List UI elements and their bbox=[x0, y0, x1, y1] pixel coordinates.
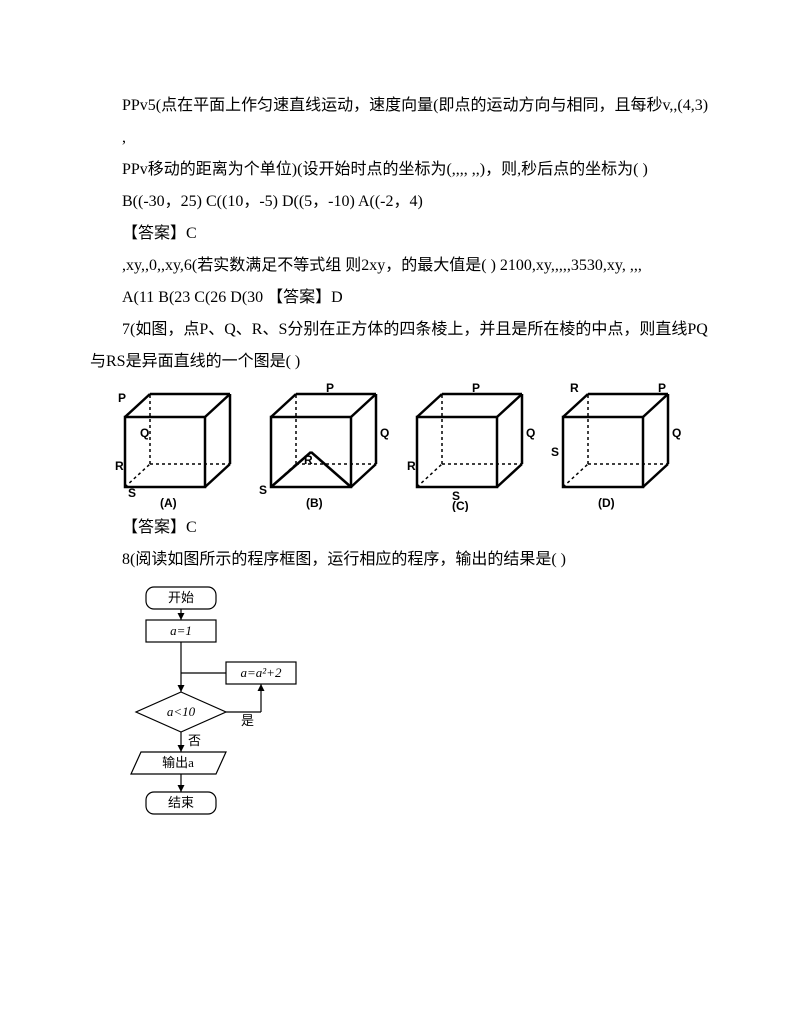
cube-figure-a: P Q R S (A) bbox=[110, 382, 250, 512]
cube-figure-d: R P S Q (D) bbox=[548, 382, 688, 512]
flow-cond: a<10 bbox=[167, 704, 196, 719]
flow-no: 否 bbox=[188, 733, 201, 748]
paragraph-7-answer: A(11 B(23 C(26 D(30 【答案】D bbox=[90, 282, 710, 314]
paragraph-6: ,xy,,0,,xy,6(若实数满足不等式组 则2xy，的最大值是( ) 210… bbox=[90, 250, 710, 282]
paragraph-1: PPv5(点在平面上作匀速直线运动，速度向量(即点的运动方向与相同，且每秒v,,… bbox=[90, 90, 710, 122]
flow-yes: 是 bbox=[241, 713, 254, 728]
paragraph-8-q7: 7(如图，点P、Q、R、S分别在正方体的四条棱上，并且是所在棱的中点，则直线PQ… bbox=[90, 314, 710, 378]
document-page: PPv5(点在平面上作匀速直线运动，速度向量(即点的运动方向与相同，且每秒v,,… bbox=[0, 0, 800, 1036]
paragraph-10-q8: 8(阅读如图所示的程序框图，运行相应的程序，输出的结果是( ) bbox=[90, 544, 710, 576]
label-p: P bbox=[118, 391, 126, 405]
label-r: R bbox=[570, 382, 579, 395]
label-p: P bbox=[658, 382, 666, 395]
cube-figure-b: P Q R S (B) bbox=[256, 382, 396, 512]
label-q: Q bbox=[672, 426, 681, 440]
label-q: Q bbox=[526, 426, 535, 440]
paragraph-4: B((-30，25) C((10，-5) D((5，-10) A((-2，4) bbox=[90, 186, 710, 218]
cube-figure-c: P Q R S (C) bbox=[402, 382, 542, 512]
paragraph-5-answer: 【答案】C bbox=[90, 218, 710, 250]
label-r: R bbox=[115, 459, 124, 473]
flowchart-figure: 开始 a=1 a=a²+2 a<10 是 否 bbox=[116, 582, 306, 854]
label-s: S bbox=[551, 445, 559, 459]
caption-c: (C) bbox=[452, 499, 469, 512]
label-q: Q bbox=[140, 426, 149, 440]
caption-a: (A) bbox=[160, 496, 177, 510]
caption-b: (B) bbox=[306, 496, 323, 510]
flow-out: 输出a bbox=[162, 755, 194, 770]
paragraph-3: PPv移动的距离为个单位)(设开始时点的坐标为(,,,, ,,)，则,秒后点的坐… bbox=[90, 154, 710, 186]
label-r: R bbox=[304, 453, 313, 467]
paragraph-2: , bbox=[90, 122, 710, 154]
caption-d: (D) bbox=[598, 496, 615, 510]
paragraph-9-answer: 【答案】C bbox=[90, 512, 710, 544]
flow-end: 结束 bbox=[168, 795, 194, 810]
flow-init: a=1 bbox=[170, 623, 192, 638]
flow-start: 开始 bbox=[168, 590, 194, 605]
label-s: S bbox=[259, 483, 267, 497]
label-s: S bbox=[128, 486, 136, 500]
flow-update: a=a²+2 bbox=[241, 665, 282, 680]
label-p: P bbox=[472, 382, 480, 395]
cube-figure-row: P Q R S (A) P bbox=[110, 382, 710, 512]
label-p: P bbox=[326, 382, 334, 395]
label-q: Q bbox=[380, 426, 389, 440]
label-r: R bbox=[407, 459, 416, 473]
